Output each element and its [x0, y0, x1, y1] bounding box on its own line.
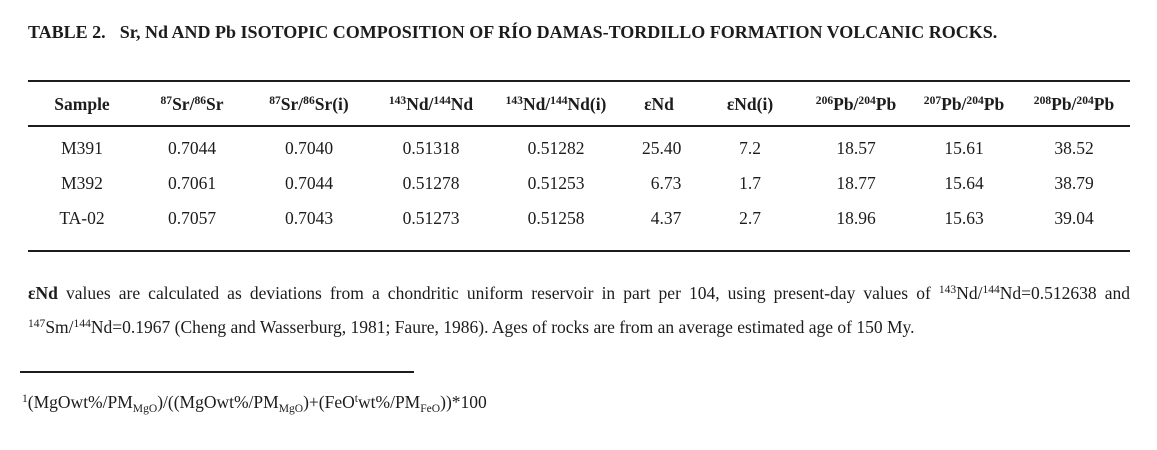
value-text: 7.2: [739, 138, 761, 158]
mg-number-formula-footnote: 1(MgOwt%/PMMgO)/((MgOwt%/PMMgO)+(FeOtwt%…: [22, 392, 487, 416]
column-header-208pb-204pb: 208Pb/204Pb: [1018, 81, 1130, 127]
value-text: 0.51253: [527, 173, 585, 193]
value-cell: 0.51273: [370, 201, 492, 251]
value-cell: 1.7: [698, 166, 802, 201]
value-text: 15.64: [944, 173, 984, 193]
column-header-206pb-204pb: 206Pb/204Pb: [802, 81, 910, 127]
value-text: 0.51318: [402, 138, 460, 158]
value-text: 0.51273: [402, 208, 460, 228]
table-row: TA-02 0.7057 0.7043 0.51273 0.51258 4.37…: [28, 201, 1130, 251]
column-header-143nd-144nd: 143Nd/144Nd: [370, 81, 492, 127]
table-row: M392 0.7061 0.7044 0.51278 0.51253 6.73 …: [28, 166, 1130, 201]
column-header-87sr-86sr: 87Sr/86Sr: [136, 81, 248, 127]
value-cell: 0.51253: [492, 166, 620, 201]
value-text: 1.7: [739, 173, 761, 193]
value-text: 15.61: [944, 138, 984, 158]
value-text: 18.77: [836, 173, 876, 193]
epsilon-nd-footnote: εNd values are calculated as deviations …: [28, 283, 1130, 337]
value-cell: 15.63: [910, 201, 1018, 251]
value-cell: 7.2: [698, 126, 802, 166]
column-header-143nd-144nd-initial: 143Nd/144Nd(i): [492, 81, 620, 127]
value-cell: 39.04: [1018, 201, 1130, 251]
column-header-207pb-204pb: 207Pb/204Pb: [910, 81, 1018, 127]
value-cell: 0.51278: [370, 166, 492, 201]
value-text: 2.7: [739, 208, 761, 228]
value-cell: 15.61: [910, 126, 1018, 166]
table-title: TABLE 2. Sr, Nd AND Pb ISOTOPIC COMPOSITI…: [28, 20, 1130, 44]
value-cell: 25.40: [620, 126, 698, 166]
table-number-label: TABLE 2.: [28, 22, 106, 42]
value-cell: 0.7043: [248, 201, 370, 251]
value-text: 0.51282: [527, 138, 585, 158]
table-title-text: Sr, Nd AND Pb ISOTOPIC COMPOSITION OF RÍ…: [119, 22, 998, 42]
table-row: M391 0.7044 0.7040 0.51318 0.51282 25.40…: [28, 126, 1130, 166]
table-header-row: Sample 87Sr/86Sr 87Sr/86Sr(i) 143Nd/144N…: [28, 81, 1130, 127]
value-cell: 15.64: [910, 166, 1018, 201]
value-cell: 18.77: [802, 166, 910, 201]
value-cell: 0.7044: [136, 126, 248, 166]
value-text: 18.96: [836, 208, 876, 228]
value-text: 0.7057: [167, 208, 217, 228]
value-text: 0.7061: [167, 173, 217, 193]
value-text: 0.7040: [284, 138, 334, 158]
value-cell: 0.7040: [248, 126, 370, 166]
value-cell: 18.96: [802, 201, 910, 251]
value-cell: 4.37: [620, 201, 698, 251]
value-cell: 0.7057: [136, 201, 248, 251]
value-cell: 0.51258: [492, 201, 620, 251]
value-text: 15.63: [944, 208, 984, 228]
value-text: 0.51278: [402, 173, 460, 193]
value-cell: 0.7044: [248, 166, 370, 201]
value-cell: 38.52: [1018, 126, 1130, 166]
column-header-sample: Sample: [28, 81, 136, 127]
sample-id-cell: M392: [61, 173, 103, 193]
sample-id-cell: TA-02: [59, 208, 105, 228]
value-text: 4.37: [650, 208, 682, 228]
value-text: 0.7043: [284, 208, 334, 228]
value-text: 39.04: [1054, 208, 1094, 228]
value-cell: 2.7: [698, 201, 802, 251]
isotope-composition-table: Sample 87Sr/86Sr 87Sr/86Sr(i) 143Nd/144N…: [28, 80, 1130, 252]
value-text: 18.57: [836, 138, 876, 158]
value-cell: 38.79: [1018, 166, 1130, 201]
value-text: 0.51258: [527, 208, 585, 228]
value-cell: 0.51282: [492, 126, 620, 166]
value-text: 38.79: [1054, 173, 1094, 193]
value-cell: 6.73: [620, 166, 698, 201]
value-text: 0.7044: [284, 173, 334, 193]
column-header-epsilon-nd-initial: εNd(i): [698, 81, 802, 127]
sample-id-cell: M391: [61, 138, 103, 158]
value-cell: 18.57: [802, 126, 910, 166]
footnote-divider-rule: [20, 371, 414, 373]
value-text: 0.7044: [167, 138, 217, 158]
column-header-87sr-86sr-initial: 87Sr/86Sr(i): [248, 81, 370, 127]
column-header-epsilon-nd: εNd: [620, 81, 698, 127]
value-text: 6.73: [650, 173, 682, 193]
value-text: 25.40: [641, 138, 682, 158]
value-cell: 0.51318: [370, 126, 492, 166]
value-cell: 0.7061: [136, 166, 248, 201]
value-text: 38.52: [1054, 138, 1094, 158]
